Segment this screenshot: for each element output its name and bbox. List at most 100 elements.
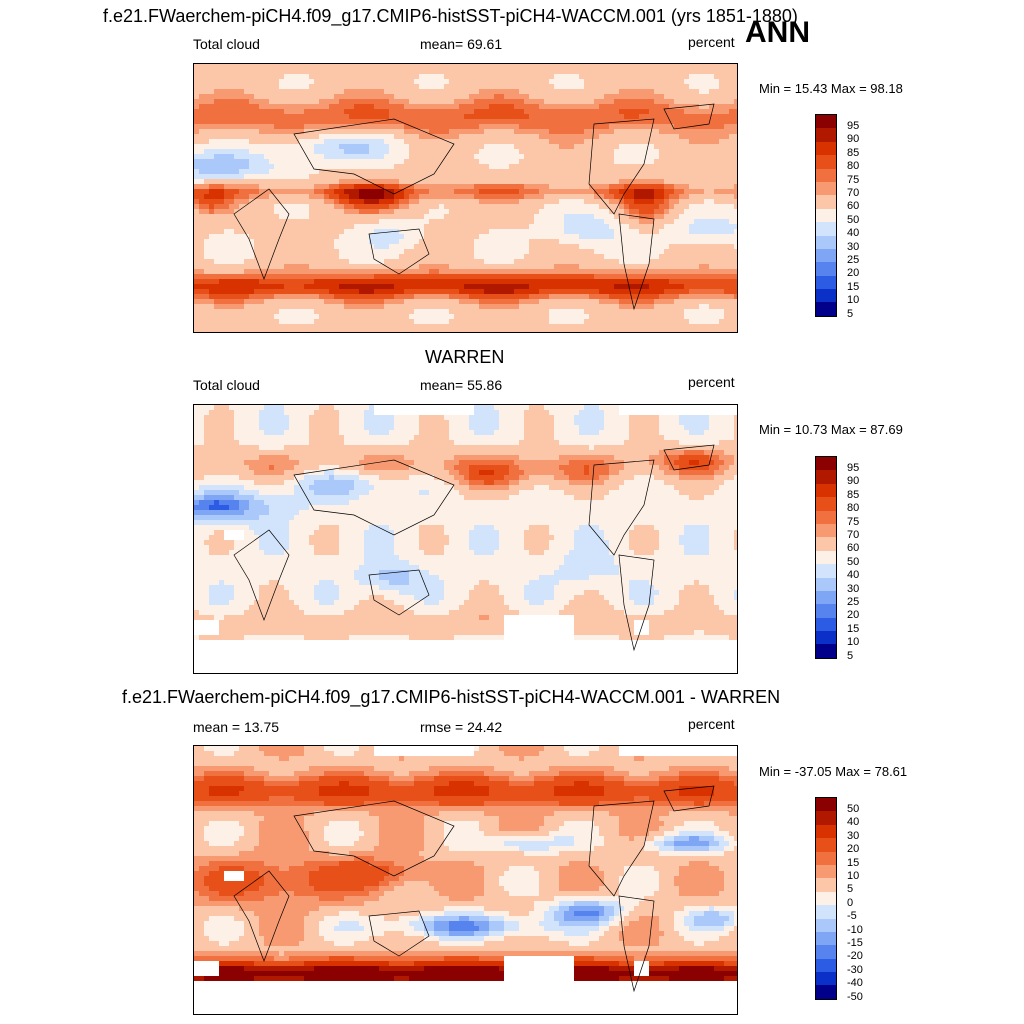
heatmap-cell <box>644 139 650 145</box>
heatmap-cell <box>479 179 485 185</box>
heatmap-cell <box>449 259 455 265</box>
heatmap-cell <box>539 144 545 150</box>
heatmap-cell <box>659 209 665 215</box>
heatmap-cell <box>484 194 490 200</box>
heatmap-cell <box>729 214 735 220</box>
heatmap-cell <box>524 89 530 95</box>
heatmap-cell <box>704 274 710 280</box>
heatmap-cell <box>314 169 320 175</box>
heatmap-cell <box>709 74 715 80</box>
heatmap-cell <box>574 79 580 85</box>
heatmap-cell <box>634 164 640 170</box>
heatmap-cell <box>644 254 650 260</box>
heatmap-cell <box>459 89 465 95</box>
heatmap-cell <box>429 209 435 215</box>
heatmap-cell <box>514 279 520 285</box>
heatmap-cell <box>724 274 730 280</box>
heatmap-cell <box>259 269 265 275</box>
heatmap-cell <box>564 244 570 250</box>
heatmap-cell <box>724 169 730 175</box>
heatmap-cell <box>289 264 295 270</box>
heatmap-cell <box>559 194 565 200</box>
heatmap-cell <box>709 234 715 240</box>
panel1-mean-label: mean= 69.61 <box>420 36 503 52</box>
heatmap-cell <box>614 114 620 120</box>
heatmap-cell <box>389 74 395 80</box>
heatmap-cell <box>589 69 595 75</box>
heatmap-cell <box>594 264 600 270</box>
heatmap-cell <box>549 219 555 225</box>
heatmap-cell <box>284 244 290 250</box>
heatmap-cell <box>329 124 335 130</box>
heatmap-cell <box>579 204 585 210</box>
heatmap-cell <box>234 214 240 220</box>
heatmap-cell <box>419 219 425 225</box>
heatmap-cell <box>724 129 730 135</box>
heatmap-cell <box>534 219 540 225</box>
heatmap-cell <box>259 279 265 285</box>
heatmap-cell <box>454 269 460 275</box>
heatmap-cell <box>209 84 215 90</box>
heatmap-cell <box>569 189 575 195</box>
heatmap-cell <box>539 244 545 250</box>
heatmap-cell <box>279 174 285 180</box>
heatmap-cell <box>684 109 690 115</box>
heatmap-cell <box>259 189 265 195</box>
heatmap-cell <box>699 249 705 255</box>
heatmap-cell <box>719 234 725 240</box>
heatmap-cell <box>714 249 720 255</box>
heatmap-cell <box>699 69 705 75</box>
heatmap-cell <box>309 269 315 275</box>
heatmap-cell <box>224 104 230 110</box>
heatmap-cell <box>574 134 580 140</box>
heatmap-cell <box>434 114 440 120</box>
heatmap-cell <box>609 179 615 185</box>
heatmap-cell <box>454 254 460 260</box>
heatmap-cell <box>359 79 365 85</box>
heatmap-cell <box>624 144 630 150</box>
heatmap-cell <box>534 164 540 170</box>
heatmap-cell <box>229 69 235 75</box>
heatmap-cell <box>729 164 735 170</box>
heatmap-cell <box>699 149 705 155</box>
heatmap-cell <box>249 104 255 110</box>
heatmap-cell <box>734 94 737 100</box>
heatmap-cell <box>599 134 605 140</box>
heatmap-cell <box>244 64 250 70</box>
heatmap-cell <box>729 234 735 240</box>
heatmap-cell <box>254 189 260 195</box>
heatmap-cell <box>684 149 690 155</box>
heatmap-cell <box>734 279 737 285</box>
heatmap-cell <box>529 109 535 115</box>
heatmap-cell <box>659 184 665 190</box>
heatmap-cell <box>729 69 735 75</box>
heatmap-cell <box>454 139 460 145</box>
heatmap-cell <box>604 124 610 130</box>
heatmap-cell <box>719 169 725 175</box>
heatmap-cell <box>644 224 650 230</box>
heatmap-cell <box>594 189 600 195</box>
heatmap-cell <box>509 129 515 135</box>
heatmap-cell <box>299 119 305 125</box>
heatmap-cell <box>284 274 290 280</box>
heatmap-cell <box>279 274 285 280</box>
heatmap-cell <box>244 109 250 115</box>
heatmap-cell <box>364 234 370 240</box>
heatmap-cell <box>279 254 285 260</box>
heatmap-cell <box>264 239 270 245</box>
heatmap-cell <box>439 69 445 75</box>
heatmap-cell <box>544 109 550 115</box>
heatmap-cell <box>654 94 660 100</box>
heatmap-cell <box>579 224 585 230</box>
heatmap-cell <box>419 194 425 200</box>
heatmap-cell <box>409 284 415 290</box>
heatmap-cell <box>704 249 710 255</box>
heatmap-cell <box>519 234 525 240</box>
heatmap-cell <box>314 209 320 215</box>
heatmap-cell <box>699 99 705 105</box>
heatmap-cell <box>244 149 250 155</box>
heatmap-cell <box>549 269 555 275</box>
heatmap-cell <box>339 274 345 280</box>
heatmap-cell <box>354 229 360 235</box>
heatmap-cell <box>359 139 365 145</box>
